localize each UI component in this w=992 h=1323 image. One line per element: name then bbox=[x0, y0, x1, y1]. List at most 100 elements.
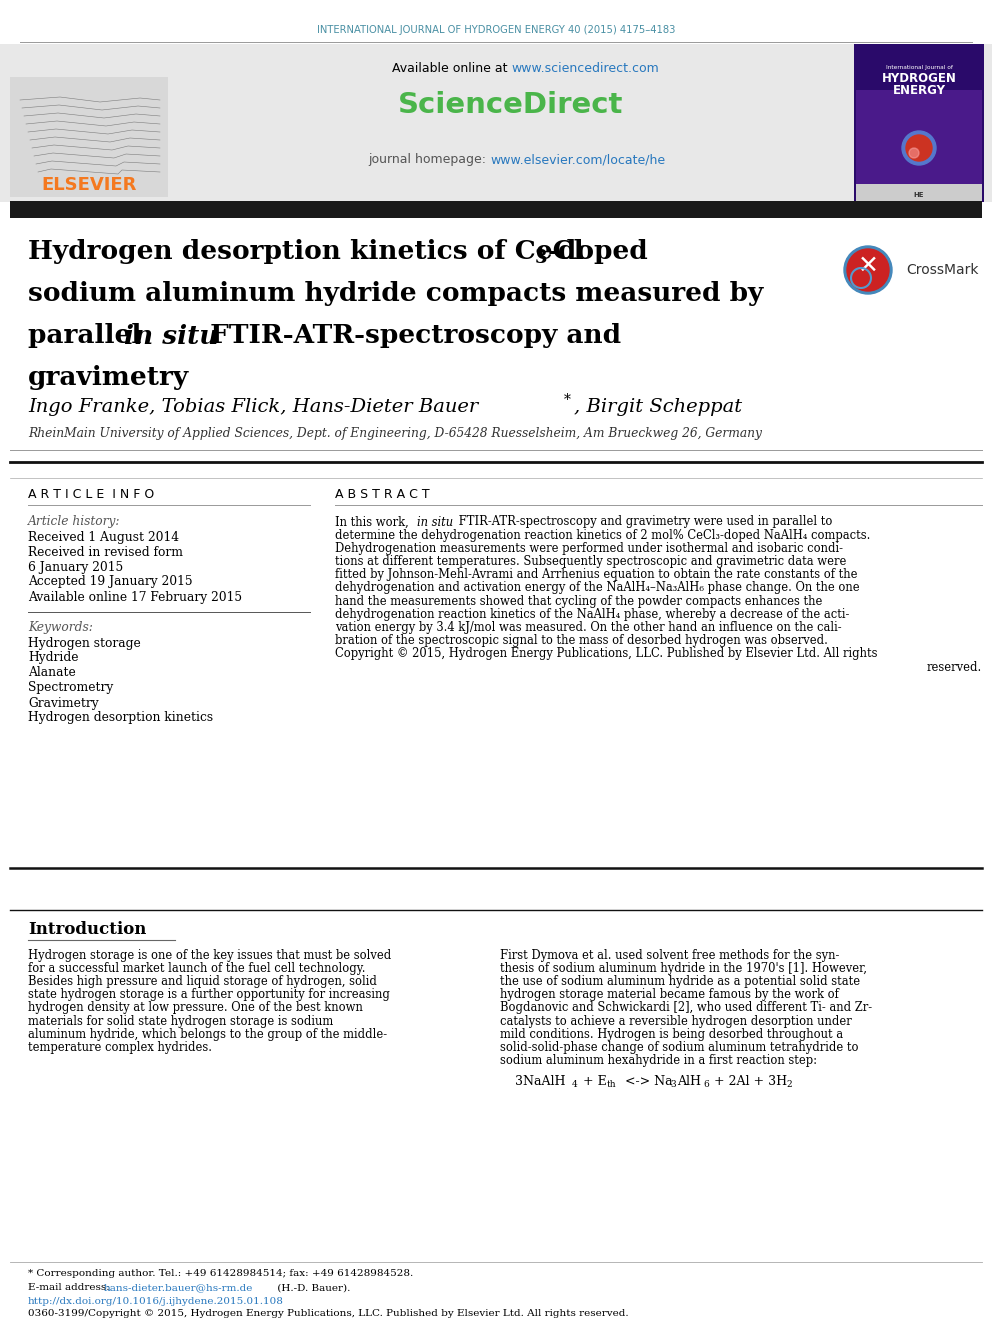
Text: Keywords:: Keywords: bbox=[28, 622, 93, 635]
Text: Article history:: Article history: bbox=[28, 516, 120, 528]
Text: FTIR-ATR-spectroscopy and: FTIR-ATR-spectroscopy and bbox=[201, 324, 621, 348]
Bar bbox=[10, 201, 982, 218]
Text: 3NaAlH: 3NaAlH bbox=[515, 1076, 565, 1089]
Text: ELSEVIER: ELSEVIER bbox=[42, 176, 137, 194]
Text: gravimetry: gravimetry bbox=[28, 365, 189, 390]
Text: www.sciencedirect.com: www.sciencedirect.com bbox=[511, 61, 659, 74]
Text: Available online at: Available online at bbox=[392, 61, 511, 74]
Text: hydrogen storage material became famous by the work of: hydrogen storage material became famous … bbox=[500, 988, 839, 1002]
Text: dehydrogenation and activation energy of the NaAlH₄–Na₃AlH₆ phase change. On the: dehydrogenation and activation energy of… bbox=[335, 582, 860, 594]
Text: Hydrogen storage: Hydrogen storage bbox=[28, 636, 141, 650]
Text: 2: 2 bbox=[786, 1081, 792, 1089]
Text: ✕: ✕ bbox=[857, 254, 879, 278]
Text: 3: 3 bbox=[535, 249, 548, 267]
Text: Dehydrogenation measurements were performed under isothermal and isobaric condi-: Dehydrogenation measurements were perfor… bbox=[335, 542, 843, 554]
Text: ScienceDirect: ScienceDirect bbox=[399, 91, 624, 119]
Text: catalysts to achieve a reversible hydrogen desorption under: catalysts to achieve a reversible hydrog… bbox=[500, 1015, 852, 1028]
Text: for a successful market launch of the fuel cell technology.: for a successful market launch of the fu… bbox=[28, 962, 365, 975]
Text: Hydrogen storage is one of the key issues that must be solved: Hydrogen storage is one of the key issue… bbox=[28, 949, 391, 962]
Text: E-mail address:: E-mail address: bbox=[28, 1283, 113, 1293]
Text: sodium aluminum hexahydride in a first reaction step:: sodium aluminum hexahydride in a first r… bbox=[500, 1054, 817, 1068]
Text: First Dymova et al. used solvent free methods for the syn-: First Dymova et al. used solvent free me… bbox=[500, 949, 839, 962]
Text: -doped: -doped bbox=[548, 239, 649, 265]
Bar bbox=[0, 868, 992, 910]
Text: bration of the spectroscopic signal to the mass of desorbed hydrogen was observe: bration of the spectroscopic signal to t… bbox=[335, 634, 828, 647]
Text: (H.-D. Bauer).: (H.-D. Bauer). bbox=[274, 1283, 350, 1293]
Text: International Journal of: International Journal of bbox=[886, 66, 952, 70]
Text: In this work,: In this work, bbox=[335, 516, 413, 528]
Text: Besides high pressure and liquid storage of hydrogen, solid: Besides high pressure and liquid storage… bbox=[28, 975, 377, 988]
Circle shape bbox=[902, 131, 936, 165]
Bar bbox=[170, 44, 852, 202]
Text: mild conditions. Hydrogen is being desorbed throughout a: mild conditions. Hydrogen is being desor… bbox=[500, 1028, 843, 1041]
Bar bbox=[10, 77, 168, 197]
Circle shape bbox=[909, 148, 919, 157]
Text: Available online 17 February 2015: Available online 17 February 2015 bbox=[28, 590, 242, 603]
Text: HYDROGEN: HYDROGEN bbox=[882, 71, 956, 85]
Text: ENERGY: ENERGY bbox=[893, 83, 945, 97]
Bar bbox=[856, 184, 982, 202]
Text: Gravimetry: Gravimetry bbox=[28, 696, 98, 709]
Text: Hydrogen desorption kinetics of CeCl: Hydrogen desorption kinetics of CeCl bbox=[28, 239, 583, 265]
Text: AlH: AlH bbox=[677, 1076, 701, 1089]
Text: 6: 6 bbox=[703, 1081, 708, 1089]
Text: FTIR-ATR-spectroscopy and gravimetry were used in parallel to: FTIR-ATR-spectroscopy and gravimetry wer… bbox=[455, 516, 832, 528]
Text: 0360-3199/Copyright © 2015, Hydrogen Energy Publications, LLC. Published by Else: 0360-3199/Copyright © 2015, Hydrogen Ene… bbox=[28, 1310, 629, 1319]
Text: A B S T R A C T: A B S T R A C T bbox=[335, 487, 430, 500]
Circle shape bbox=[847, 249, 889, 291]
Text: reserved.: reserved. bbox=[927, 660, 982, 673]
Text: in situ: in situ bbox=[124, 324, 218, 348]
Text: Copyright © 2015, Hydrogen Energy Publications, LLC. Published by Elsevier Ltd. : Copyright © 2015, Hydrogen Energy Public… bbox=[335, 647, 878, 660]
Text: vation energy by 3.4 kJ/mol was measured. On the other hand an influence on the : vation energy by 3.4 kJ/mol was measured… bbox=[335, 620, 841, 634]
Text: RheinMain University of Applied Sciences, Dept. of Engineering, D-65428 Ruessels: RheinMain University of Applied Sciences… bbox=[28, 427, 762, 441]
Text: * Corresponding author. Tel.: +49 61428984514; fax: +49 61428984528.: * Corresponding author. Tel.: +49 614289… bbox=[28, 1270, 414, 1278]
Text: hydrogen density at low pressure. One of the best known: hydrogen density at low pressure. One of… bbox=[28, 1002, 363, 1015]
Bar bbox=[856, 90, 982, 200]
Text: th: th bbox=[607, 1081, 617, 1089]
Text: thesis of sodium aluminum hydride in the 1970's [1]. However,: thesis of sodium aluminum hydride in the… bbox=[500, 962, 867, 975]
Text: dehydrogenation reaction kinetics of the NaAlH₄ phase, whereby a decrease of the: dehydrogenation reaction kinetics of the… bbox=[335, 607, 849, 620]
Text: + E: + E bbox=[579, 1076, 607, 1089]
Text: + 2Al + 3H: + 2Al + 3H bbox=[710, 1076, 787, 1089]
Text: tions at different temperatures. Subsequently spectroscopic and gravimetric data: tions at different temperatures. Subsequ… bbox=[335, 556, 846, 568]
Text: 6 January 2015: 6 January 2015 bbox=[28, 561, 123, 573]
Text: journal homepage:: journal homepage: bbox=[368, 153, 490, 167]
Text: INTERNATIONAL JOURNAL OF HYDROGEN ENERGY 40 (2015) 4175–4183: INTERNATIONAL JOURNAL OF HYDROGEN ENERGY… bbox=[316, 25, 676, 34]
Text: Spectrometry: Spectrometry bbox=[28, 681, 113, 695]
Text: the use of sodium aluminum hydride as a potential solid state: the use of sodium aluminum hydride as a … bbox=[500, 975, 860, 988]
Circle shape bbox=[844, 246, 892, 294]
Text: state hydrogen storage is a further opportunity for increasing: state hydrogen storage is a further oppo… bbox=[28, 988, 390, 1002]
Text: Received 1 August 2014: Received 1 August 2014 bbox=[28, 531, 180, 544]
Bar bbox=[854, 44, 984, 202]
Text: A R T I C L E  I N F O: A R T I C L E I N F O bbox=[28, 487, 154, 500]
Text: , Birgit Scheppat: , Birgit Scheppat bbox=[574, 398, 742, 415]
Bar bbox=[0, 44, 992, 202]
Text: Bogdanovic and Schwickardi [2], who used different Ti- and Zr-: Bogdanovic and Schwickardi [2], who used… bbox=[500, 1002, 872, 1015]
Text: parallel: parallel bbox=[28, 324, 151, 348]
Text: solid-solid-phase change of sodium aluminum tetrahydride to: solid-solid-phase change of sodium alumi… bbox=[500, 1041, 858, 1054]
Text: Accepted 19 January 2015: Accepted 19 January 2015 bbox=[28, 576, 192, 589]
Text: HE: HE bbox=[914, 192, 925, 198]
Text: <-> Na: <-> Na bbox=[621, 1076, 673, 1089]
Text: determine the dehydrogenation reaction kinetics of 2 mol% CeCl₃-doped NaAlH₄ com: determine the dehydrogenation reaction k… bbox=[335, 529, 870, 541]
Text: aluminum hydride, which belongs to the group of the middle-: aluminum hydride, which belongs to the g… bbox=[28, 1028, 387, 1041]
Text: hand the measurements showed that cycling of the powder compacts enhances the: hand the measurements showed that cyclin… bbox=[335, 595, 822, 607]
Text: http://dx.doi.org/10.1016/j.ijhydene.2015.01.108: http://dx.doi.org/10.1016/j.ijhydene.201… bbox=[28, 1297, 284, 1306]
Text: 3: 3 bbox=[670, 1081, 676, 1089]
Text: fitted by Johnson-Mehl-Avrami and Arrhenius equation to obtain the rate constant: fitted by Johnson-Mehl-Avrami and Arrhen… bbox=[335, 569, 857, 581]
Text: Introduction: Introduction bbox=[28, 922, 147, 938]
Text: temperature complex hydrides.: temperature complex hydrides. bbox=[28, 1041, 212, 1054]
Text: CrossMark: CrossMark bbox=[906, 263, 978, 277]
Text: 4: 4 bbox=[572, 1081, 577, 1089]
Text: Ingo Franke, Tobias Flick, Hans-Dieter Bauer: Ingo Franke, Tobias Flick, Hans-Dieter B… bbox=[28, 398, 478, 415]
Text: in situ: in situ bbox=[417, 516, 453, 528]
Text: materials for solid state hydrogen storage is sodium: materials for solid state hydrogen stora… bbox=[28, 1015, 333, 1028]
Text: Hydride: Hydride bbox=[28, 651, 78, 664]
Text: Hydrogen desorption kinetics: Hydrogen desorption kinetics bbox=[28, 712, 213, 725]
Text: www.elsevier.com/locate/he: www.elsevier.com/locate/he bbox=[490, 153, 665, 167]
Circle shape bbox=[906, 135, 932, 161]
Text: Alanate: Alanate bbox=[28, 667, 75, 680]
Text: hans-dieter.bauer@hs-rm.de: hans-dieter.bauer@hs-rm.de bbox=[104, 1283, 253, 1293]
Text: Received in revised form: Received in revised form bbox=[28, 545, 183, 558]
Text: sodium aluminum hydride compacts measured by: sodium aluminum hydride compacts measure… bbox=[28, 282, 763, 307]
